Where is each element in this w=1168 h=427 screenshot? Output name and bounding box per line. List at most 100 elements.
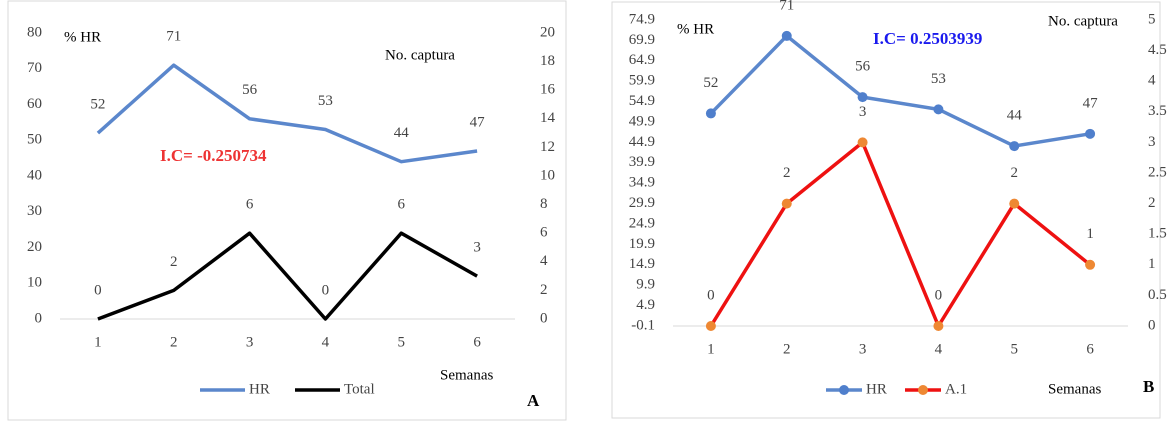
- y-tick-label: 69.9: [629, 32, 655, 48]
- data-label: 0: [94, 282, 102, 298]
- y2-tick-label: 0.5: [1148, 287, 1167, 303]
- point-marker: [1009, 141, 1020, 152]
- y2-tick-label: 16: [540, 82, 556, 98]
- y2-tick-label: 0: [1148, 317, 1156, 333]
- y-tick-label: 74.9: [629, 11, 655, 27]
- x-tick-label: 6: [473, 334, 481, 350]
- y-tick-label: 30: [27, 203, 42, 219]
- data-label: 3: [859, 104, 867, 120]
- data-label: 71: [166, 29, 181, 45]
- y-tick-label: 4.9: [636, 297, 655, 313]
- data-label: 47: [470, 114, 486, 130]
- y-tick-label: 44.9: [629, 134, 655, 150]
- data-label: 71: [779, 0, 794, 13]
- legend-label: A.1: [945, 381, 967, 397]
- data-label: 0: [707, 287, 715, 303]
- data-label: 0: [322, 282, 330, 298]
- point-marker: [781, 30, 792, 41]
- data-label: 2: [1011, 165, 1019, 181]
- right-axis-label: No. captura: [385, 47, 455, 63]
- y2-tick-label: 2: [1148, 195, 1156, 211]
- point-marker: [705, 108, 716, 119]
- y-tick-label: 50: [27, 132, 42, 148]
- data-label: 6: [246, 197, 254, 213]
- left-axis-label: % HR: [677, 21, 714, 37]
- data-label: 47: [1083, 95, 1099, 111]
- panel-label: A: [527, 391, 540, 410]
- point-marker: [1009, 198, 1020, 209]
- y-tick-label: 20: [27, 239, 42, 255]
- y-tick-label: 14.9: [629, 256, 655, 272]
- point-marker: [1085, 259, 1096, 270]
- data-label: 53: [931, 71, 946, 87]
- data-label: 52: [703, 75, 718, 91]
- y2-tick-label: 3: [1148, 134, 1156, 150]
- x-tick-label: 3: [859, 341, 867, 357]
- y2-tick-label: 10: [540, 167, 555, 183]
- series-line: [709, 34, 1091, 148]
- point-marker: [933, 104, 944, 115]
- y-tick-label: 49.9: [629, 113, 655, 129]
- x-tick-label: 5: [1011, 341, 1019, 357]
- y-tick-label: 80: [27, 24, 42, 40]
- y-tick-label: 39.9: [629, 154, 655, 170]
- legend-label: HR: [866, 381, 887, 397]
- y2-tick-label: 1: [1148, 256, 1156, 272]
- series-line: [96, 63, 478, 164]
- point-marker: [781, 198, 792, 209]
- data-label: 44: [394, 125, 410, 141]
- x-tick-label: 4: [322, 334, 330, 350]
- y2-tick-label: 4: [540, 253, 548, 269]
- legend-label: Total: [344, 381, 375, 397]
- y-tick-label: 24.9: [629, 215, 655, 231]
- y2-tick-label: 4: [1148, 73, 1156, 89]
- x-tick-label: 6: [1086, 341, 1094, 357]
- series-line: [709, 140, 1092, 328]
- y2-tick-label: 2: [540, 282, 548, 298]
- legend-marker: [839, 385, 849, 395]
- point-marker: [857, 92, 868, 103]
- x-axis-label: Semanas: [1048, 381, 1101, 397]
- x-tick-label: 2: [783, 341, 791, 357]
- y-tick-label: 40: [27, 167, 42, 183]
- y-tick-label: 34.9: [629, 175, 655, 191]
- x-tick-label: 2: [170, 334, 178, 350]
- data-label: 56: [855, 59, 871, 75]
- y2-tick-label: 4.5: [1148, 42, 1167, 58]
- data-label: 44: [1007, 108, 1023, 124]
- panel-border: [611, 1, 1161, 419]
- data-label: 56: [242, 82, 258, 98]
- y-tick-label: 54.9: [629, 93, 655, 109]
- y2-tick-label: 2.5: [1148, 164, 1167, 180]
- data-label: 53: [318, 93, 333, 109]
- data-label: 0: [935, 287, 943, 303]
- y-tick-label: 0: [35, 310, 43, 326]
- data-label: 2: [783, 165, 791, 181]
- y2-tick-label: 5: [1148, 11, 1156, 27]
- x-tick-label: 5: [398, 334, 406, 350]
- y-tick-label: 60: [27, 96, 42, 112]
- y2-tick-label: 6: [540, 225, 548, 241]
- point-marker: [933, 321, 944, 331]
- point-marker: [857, 137, 868, 148]
- y2-tick-label: 0: [540, 310, 548, 326]
- data-label: 1: [1086, 226, 1094, 242]
- x-tick-label: 1: [94, 334, 102, 350]
- series-line: [97, 231, 478, 321]
- y-tick-label: 9.9: [636, 277, 655, 293]
- legend-marker: [918, 385, 928, 395]
- y-tick-label: 59.9: [629, 73, 655, 89]
- y-tick-label: -0.1: [631, 317, 655, 333]
- legend-label: HR: [249, 381, 270, 397]
- y2-tick-label: 18: [540, 53, 555, 69]
- point-marker: [1085, 128, 1096, 139]
- data-label: 6: [398, 197, 406, 213]
- y-tick-label: 64.9: [629, 52, 655, 68]
- x-tick-label: 1: [707, 341, 715, 357]
- panel-label: B: [1143, 377, 1154, 396]
- x-tick-label: 3: [246, 334, 254, 350]
- data-label: 52: [90, 97, 105, 113]
- panel-border: [7, 0, 567, 421]
- data-label: 3: [473, 240, 481, 256]
